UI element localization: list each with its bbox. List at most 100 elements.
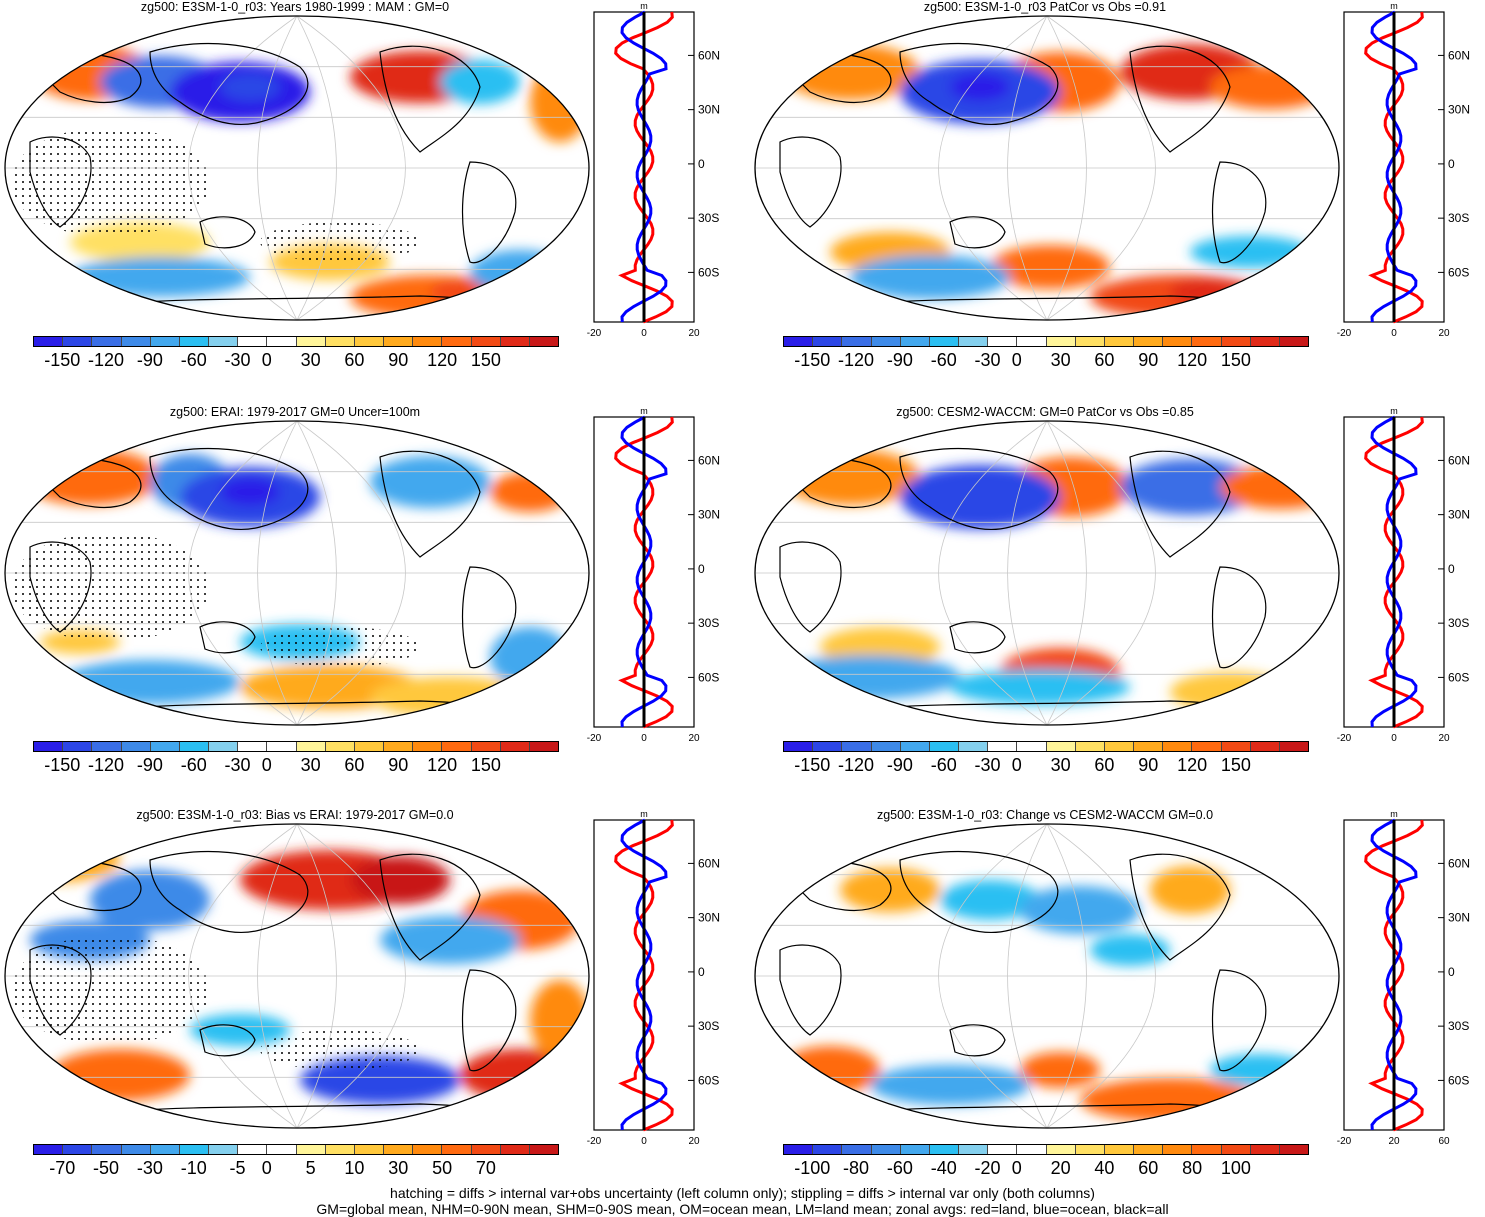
anomaly-contour bbox=[780, 655, 960, 699]
colorbar-swatch bbox=[1134, 1145, 1164, 1154]
colorbar-swatch bbox=[900, 1145, 930, 1154]
anomaly-contour bbox=[1090, 934, 1170, 966]
panel-title: zg500: E3SM-1-0_r03: Years 1980-1999 : M… bbox=[140, 0, 450, 14]
coastline bbox=[899, 850, 1059, 934]
colorbar-tick-label: -30 bbox=[974, 350, 1001, 370]
zonal-average-profile: m 60N 30N 0 30S 60S -20 20 60 bbox=[1337, 809, 1470, 1147]
colorbar-tick-label: 30 bbox=[300, 755, 321, 775]
anomaly-contour bbox=[1210, 1054, 1310, 1086]
colorbar-swatch bbox=[325, 1145, 355, 1154]
colorbar-swatch bbox=[267, 742, 297, 751]
colorbar-swatch bbox=[238, 1145, 268, 1154]
profile-x-tick-label: -20 bbox=[1337, 733, 1352, 744]
coastline bbox=[779, 944, 842, 1036]
colorbar-tick-label: 0 bbox=[1011, 755, 1022, 775]
anomaly-contour bbox=[5, 838, 120, 882]
coastline bbox=[1129, 450, 1231, 558]
latitude-tick-label: 60N bbox=[1448, 856, 1470, 870]
colorbar-swatch bbox=[1104, 1145, 1135, 1154]
zonal-avg-ocean-line bbox=[1370, 415, 1418, 728]
colorbar-swatch bbox=[354, 337, 385, 346]
colorbar-swatch bbox=[354, 742, 385, 751]
colorbar-tick-label: 20 bbox=[1050, 1158, 1071, 1178]
colorbar-swatch bbox=[121, 1145, 151, 1154]
colorbar-tick-label: -90 bbox=[136, 755, 163, 775]
profile-x-tick-label: 20 bbox=[1438, 733, 1450, 744]
colorbar-swatch bbox=[92, 1145, 122, 1154]
colorbar-tick-label: 150 bbox=[1220, 755, 1251, 775]
coastline bbox=[1129, 853, 1231, 961]
colorbar-tick-label: 30 bbox=[1050, 755, 1071, 775]
colorbar-swatch bbox=[413, 337, 443, 346]
anomaly-contour bbox=[220, 478, 280, 506]
profile-x-tick-label: 0 bbox=[641, 1136, 647, 1147]
coastline bbox=[199, 621, 256, 654]
latitude-tick-label: 0 bbox=[1448, 157, 1455, 171]
colorbar-tick-label: 150 bbox=[470, 755, 501, 775]
map-border bbox=[754, 420, 1340, 726]
zonal-average-profile: m 60N 30N 0 30S 60S -20 0 20 bbox=[1337, 406, 1470, 744]
colorbar-swatch bbox=[413, 742, 443, 751]
colorbar-tick-label: 90 bbox=[1138, 350, 1159, 370]
anomaly-contour bbox=[370, 677, 530, 717]
coastline bbox=[949, 621, 1006, 654]
map-panel-cesm2: zg500: CESM2-WACCM: GM=0 PatCor vs Obs =… bbox=[750, 405, 1485, 810]
coastline bbox=[461, 161, 517, 264]
coastline bbox=[949, 1024, 1006, 1057]
colorbar-swatch bbox=[1192, 337, 1222, 346]
zonal-average-profile: m 60N 30N 0 30S 60S -20 0 20 bbox=[587, 406, 720, 744]
colorbar-swatch bbox=[354, 1145, 385, 1154]
colorbar-tick-label: 90 bbox=[388, 755, 409, 775]
latitude-tick-label: 60S bbox=[698, 265, 719, 279]
colorbar-tick-label: 5 bbox=[305, 1158, 316, 1178]
panel-title: zg500: CESM2-WACCM: GM=0 PatCor vs Obs =… bbox=[896, 405, 1194, 419]
colorbar-tick-label: -30 bbox=[974, 755, 1001, 775]
colorbar-swatch bbox=[1046, 1145, 1076, 1154]
colorbar-tick-label: 90 bbox=[388, 350, 409, 370]
colorbar-swatch bbox=[1192, 742, 1222, 751]
colorbar-swatch bbox=[1279, 337, 1309, 346]
zonal-avg-land-line bbox=[1364, 819, 1424, 1132]
colorbar-swatch bbox=[842, 337, 872, 346]
colorbar-tick-label: -20 bbox=[974, 1158, 1001, 1178]
anomaly-contour bbox=[70, 257, 250, 297]
colorbar-tick-label: 120 bbox=[1177, 350, 1208, 370]
colorbar-swatch bbox=[929, 742, 960, 751]
colorbar-tick-label: -120 bbox=[88, 350, 125, 370]
profile-x-tick-label: -20 bbox=[1337, 1136, 1352, 1147]
colorbar-swatch bbox=[871, 742, 901, 751]
profile-x-tick-label: -20 bbox=[587, 1136, 602, 1147]
colorbar-swatch bbox=[929, 1145, 960, 1154]
anomaly-contour bbox=[840, 868, 940, 912]
anomaly-contour bbox=[220, 73, 280, 101]
colorbar-tick-label: -100 bbox=[794, 1158, 831, 1178]
colorbar-swatch bbox=[34, 1145, 64, 1154]
map-field bbox=[5, 824, 589, 1128]
map-border bbox=[4, 823, 590, 1129]
anomaly-contour bbox=[780, 449, 920, 505]
map-border bbox=[754, 823, 1340, 1129]
anomaly-contour bbox=[50, 1049, 190, 1101]
colorbar-swatch bbox=[442, 742, 472, 751]
colorbar-swatch bbox=[813, 1145, 843, 1154]
coastline bbox=[779, 136, 842, 228]
colorbar-swatch bbox=[784, 337, 814, 346]
map-field bbox=[755, 16, 1339, 320]
colorbar-swatch bbox=[959, 337, 989, 346]
colorbar-tick-label: 60 bbox=[344, 350, 365, 370]
colorbar-tick-label: -30 bbox=[224, 350, 251, 370]
colorbar-swatch bbox=[442, 337, 472, 346]
colorbar-swatch bbox=[34, 337, 64, 346]
map-field bbox=[5, 16, 589, 320]
colorbar-swatch bbox=[471, 742, 501, 751]
anomaly-contour bbox=[1170, 278, 1250, 306]
anomaly-contour bbox=[1080, 1078, 1260, 1122]
profile-x-tick-label: -20 bbox=[587, 328, 602, 339]
colorbar-swatch bbox=[413, 1145, 443, 1154]
colorbar-tick-label: 0 bbox=[1011, 350, 1022, 370]
coastline bbox=[779, 541, 842, 633]
latitude-tick-label: 30S bbox=[1448, 616, 1469, 630]
colorbar-tick-label: -90 bbox=[886, 350, 913, 370]
colorbar-swatch bbox=[1075, 742, 1105, 751]
anomaly-contour bbox=[990, 245, 1110, 289]
